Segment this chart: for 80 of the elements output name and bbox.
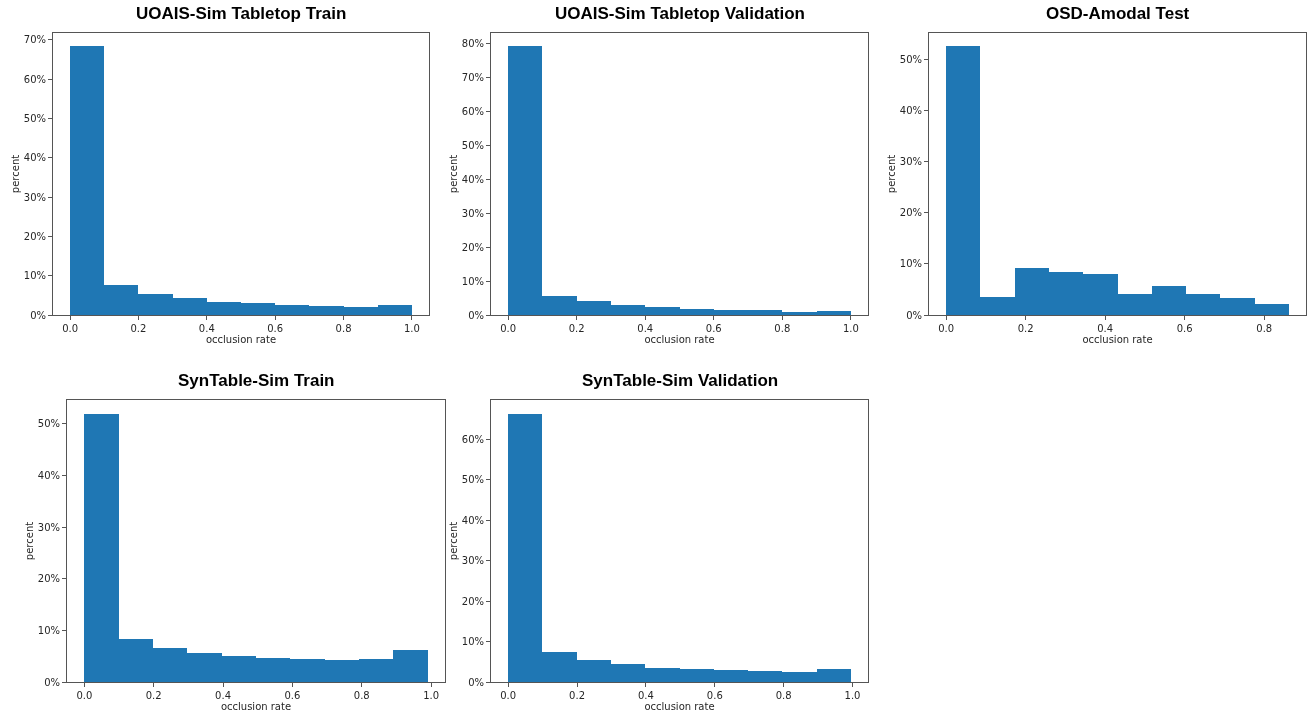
x-tick-label: 0.2: [145, 690, 162, 701]
x-tick-label: 0.4: [198, 323, 215, 334]
chart-title: OSD-Amodal Test: [1046, 4, 1190, 23]
y-axis-title: percent: [885, 154, 897, 194]
y-tick-label: 0%: [468, 676, 484, 688]
y-tick-label: 20%: [461, 241, 484, 253]
x-tick-label: 0.2: [569, 690, 586, 701]
y-tick-label: 10%: [37, 624, 60, 636]
x-tick-label: 0.4: [1097, 323, 1114, 334]
y-tick-label: 40%: [37, 469, 60, 481]
y-tick-label: 30%: [37, 521, 60, 533]
y-tick-label: 20%: [461, 595, 484, 607]
y-tick-label: 60%: [461, 433, 484, 445]
y-tick-label: 30%: [23, 191, 46, 203]
x-tick-label: 0.8: [335, 323, 352, 334]
y-tick-label: 30%: [899, 156, 922, 168]
chart-title: UOAIS-Sim Tabletop Train: [136, 4, 347, 23]
chart-title: SynTable-Sim Train: [178, 371, 335, 390]
y-tick-label: 30%: [461, 555, 484, 567]
y-tick-label: 40%: [461, 173, 484, 185]
y-tick-label: 20%: [37, 573, 60, 585]
y-axis-title: percent: [447, 154, 459, 194]
y-tick-label: 60%: [461, 106, 484, 118]
x-tick-label: 0.6: [284, 690, 301, 701]
x-tick-label: 0.0: [938, 323, 955, 334]
chart-title: UOAIS-Sim Tabletop Validation: [555, 4, 805, 23]
x-tick-label: 0.2: [130, 323, 147, 334]
x-tick-label: 0.8: [775, 690, 792, 701]
x-tick-label: 1.0: [403, 323, 420, 334]
x-tick-label: 0.0: [76, 690, 93, 701]
y-axis-title: percent: [9, 154, 21, 194]
x-tick-label: 0.8: [1256, 323, 1273, 334]
x-tick-label: 0.6: [267, 323, 284, 334]
x-axis-title: occlusion rate: [205, 334, 277, 345]
y-tick-label: 0%: [44, 676, 60, 688]
x-tick-label: 0.4: [637, 690, 654, 701]
x-tick-label: 1.0: [423, 690, 440, 701]
y-tick-label: 30%: [461, 207, 484, 219]
x-axis-title: occlusion rate: [1082, 334, 1153, 345]
x-axis-title: occlusion rate: [644, 701, 715, 712]
y-tick-label: 50%: [461, 140, 484, 152]
x-tick-label: 0.4: [215, 690, 232, 701]
y-tick-label: 50%: [37, 418, 60, 430]
y-tick-label: 40%: [899, 105, 922, 117]
y-tick-label: 0%: [30, 309, 46, 321]
y-tick-label: 80%: [461, 38, 484, 50]
y-tick-label: 20%: [899, 207, 922, 219]
x-tick-label: 1.0: [842, 323, 859, 334]
y-tick-label: 0%: [906, 309, 922, 321]
x-axis-title: occlusion rate: [220, 701, 292, 712]
y-tick-label: 50%: [461, 474, 484, 486]
y-tick-label: 50%: [899, 54, 922, 66]
y-tick-label: 70%: [23, 34, 46, 46]
x-tick-label: 0.6: [705, 323, 722, 334]
y-tick-label: 10%: [461, 275, 484, 287]
x-tick-label: 0.0: [62, 323, 79, 334]
x-tick-label: 0.2: [1017, 323, 1034, 334]
x-tick-label: 0.0: [500, 690, 517, 701]
x-tick-label: 0.2: [568, 323, 585, 334]
y-tick-label: 50%: [23, 112, 46, 124]
y-tick-label: 40%: [461, 514, 484, 526]
x-tick-label: 0.8: [353, 690, 370, 701]
y-axis-title: percent: [23, 521, 35, 561]
y-tick-label: 70%: [461, 72, 484, 84]
x-tick-label: 1.0: [844, 690, 861, 701]
x-tick-label: 0.0: [500, 323, 517, 334]
x-tick-label: 0.4: [637, 323, 654, 334]
y-tick-label: 0%: [468, 309, 484, 321]
x-tick-label: 0.6: [1176, 323, 1193, 334]
x-tick-label: 0.6: [706, 690, 723, 701]
chart-title: SynTable-Sim Validation: [582, 371, 779, 390]
x-tick-label: 0.8: [774, 323, 791, 334]
y-tick-label: 40%: [23, 152, 46, 164]
x-axis-title: occlusion rate: [644, 334, 715, 345]
y-tick-label: 10%: [461, 636, 484, 648]
y-tick-label: 60%: [23, 73, 46, 85]
y-tick-label: 20%: [23, 230, 46, 242]
y-tick-label: 10%: [23, 270, 46, 282]
y-axis-title: percent: [447, 521, 459, 561]
y-tick-label: 10%: [899, 258, 922, 270]
